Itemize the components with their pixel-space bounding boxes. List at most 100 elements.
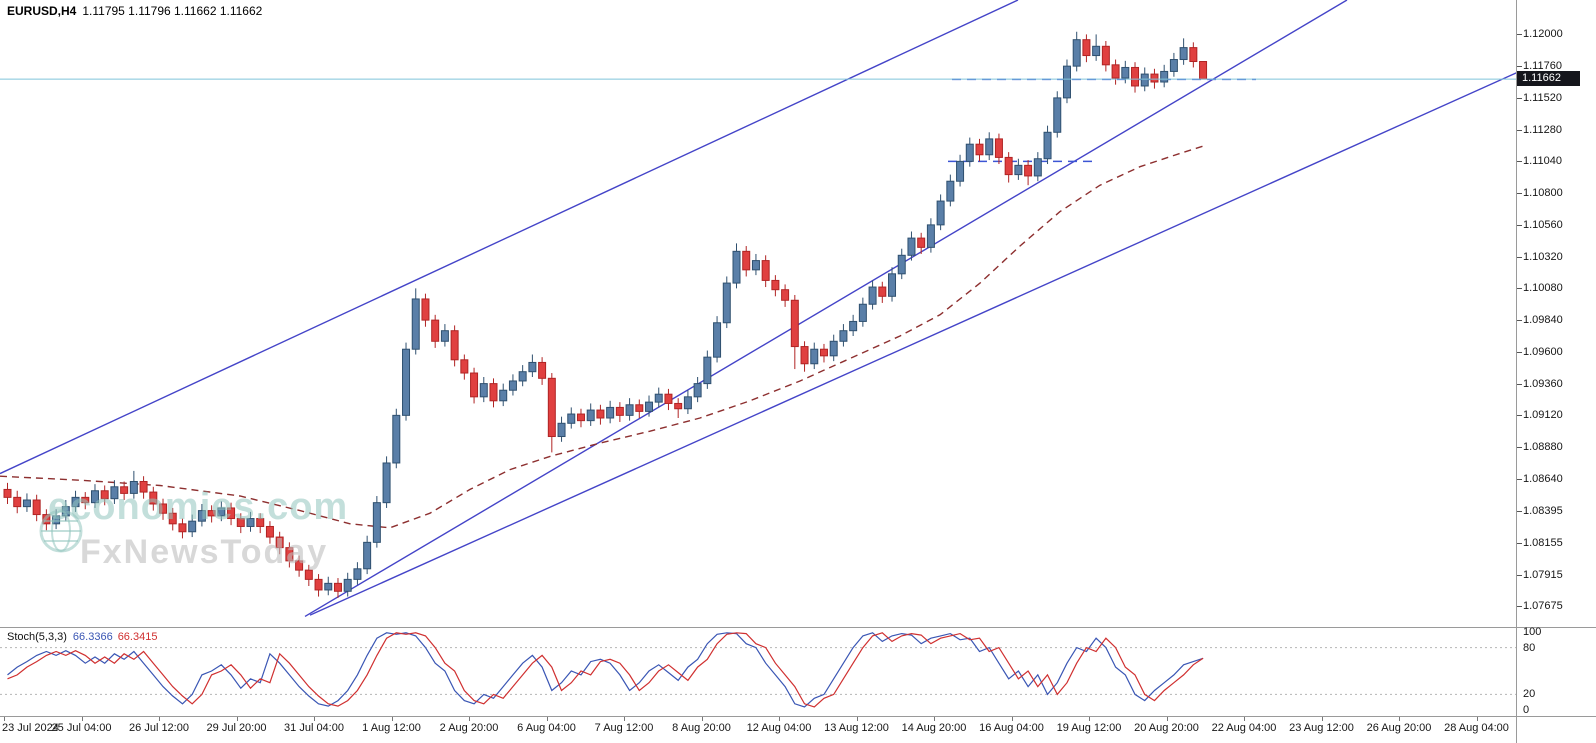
candle-body bbox=[499, 389, 508, 402]
time-axis-tick bbox=[81, 717, 83, 721]
candle-body bbox=[693, 383, 702, 398]
candle-body bbox=[314, 578, 323, 591]
time-axis-label: 7 Aug 12:00 bbox=[594, 722, 654, 734]
candle-body bbox=[888, 273, 897, 297]
time-axis-tick bbox=[159, 717, 160, 721]
candle-body bbox=[596, 409, 605, 419]
candle-body bbox=[71, 496, 80, 508]
price-axis-tick bbox=[1517, 351, 1522, 353]
candle-body bbox=[440, 330, 449, 342]
price-axis-label: 1.08155 bbox=[1523, 537, 1563, 549]
time-axis-tick bbox=[236, 717, 238, 721]
price-axis-label: 1.11280 bbox=[1523, 123, 1562, 136]
candle-body bbox=[800, 346, 809, 365]
candle-body bbox=[1072, 39, 1081, 67]
candle-body bbox=[926, 224, 935, 248]
price-axis-label: 1.11040 bbox=[1523, 155, 1562, 168]
price-axis-tick bbox=[1517, 97, 1522, 99]
indicator-panel-divider[interactable] bbox=[0, 627, 1596, 628]
stoch-name: Stoch(5,3,3) bbox=[7, 631, 67, 643]
time-axis-label: 22 Aug 04:00 bbox=[1211, 722, 1277, 734]
candle-body bbox=[528, 361, 537, 373]
candle-body bbox=[129, 480, 138, 494]
trend-line[interactable] bbox=[309, 37, 1516, 616]
price-axis-label: 1.07675 bbox=[1523, 600, 1563, 613]
candle-body bbox=[460, 359, 469, 374]
candle-body bbox=[1043, 131, 1052, 160]
candle-body bbox=[557, 422, 566, 438]
trend-line[interactable] bbox=[0, 0, 1019, 475]
candle-body bbox=[868, 286, 877, 305]
candle-body bbox=[382, 462, 391, 504]
candle-body bbox=[343, 578, 352, 592]
candle-body bbox=[304, 569, 313, 580]
time-axis-tick bbox=[1399, 717, 1400, 721]
candle-body bbox=[421, 298, 430, 321]
candle-body bbox=[353, 568, 362, 580]
ma-dashed-line[interactable] bbox=[0, 144, 1206, 529]
stoch-scale-label: 100 bbox=[1523, 626, 1542, 638]
candle-body bbox=[1004, 156, 1013, 176]
price-axis-tick bbox=[1517, 320, 1522, 322]
price-axis-tick bbox=[1517, 511, 1522, 513]
stochastic-panel-canvas[interactable] bbox=[0, 628, 1516, 716]
candle-body bbox=[207, 510, 216, 517]
candle-body bbox=[372, 502, 381, 543]
candle-body bbox=[120, 486, 129, 494]
price-axis-tick bbox=[1517, 129, 1522, 131]
price-axis-tick bbox=[1517, 161, 1522, 163]
candle-body bbox=[858, 303, 867, 322]
time-axis-label: 13 Aug 12:00 bbox=[824, 722, 889, 734]
candle-body bbox=[227, 507, 236, 520]
price-axis-tick bbox=[1517, 193, 1522, 195]
candle-body bbox=[742, 250, 751, 271]
candle-body bbox=[810, 348, 819, 365]
price-axis-label: 1.11520 bbox=[1523, 91, 1562, 104]
candle-body bbox=[149, 491, 158, 505]
candle-body bbox=[917, 237, 926, 248]
chart-title: EURUSD,H4 1.11795 1.11796 1.11662 1.11662 bbox=[7, 4, 262, 18]
time-axis-tick bbox=[934, 717, 935, 721]
price-axis-tick bbox=[1517, 288, 1522, 290]
candle-body bbox=[139, 480, 148, 493]
price-chart-canvas[interactable] bbox=[0, 0, 1516, 627]
time-axis-tick bbox=[4, 717, 5, 721]
candle-body bbox=[586, 409, 595, 422]
candle-body bbox=[713, 322, 722, 358]
stoch-signal-value: 66.3415 bbox=[117, 631, 158, 643]
price-axis-label: 1.09840 bbox=[1523, 314, 1563, 327]
time-axis-label: 14 Aug 20:00 bbox=[901, 722, 967, 734]
candle-body bbox=[674, 402, 683, 410]
candle-body bbox=[606, 406, 615, 419]
candle-body bbox=[781, 289, 790, 301]
candle-body bbox=[256, 518, 265, 527]
stoch-scale-label: 80 bbox=[1523, 641, 1536, 654]
candle-body bbox=[703, 356, 712, 385]
price-axis-label: 1.09360 bbox=[1523, 377, 1563, 390]
candle-body bbox=[975, 143, 984, 156]
chart-ohlc-values: 1.11795 1.11796 1.11662 1.11662 bbox=[82, 4, 263, 18]
candle-body bbox=[1121, 66, 1130, 79]
time-axis-tick bbox=[391, 717, 393, 721]
stoch-main-line[interactable] bbox=[7, 632, 1204, 708]
time-axis-label: 19 Aug 12:00 bbox=[1056, 722, 1122, 734]
candle-body bbox=[829, 340, 838, 357]
time-axis-tick bbox=[1244, 717, 1245, 721]
price-axis[interactable]: 1.11662 1.12000 1.11760 1.11520 1.11280 1.11… bbox=[1517, 0, 1596, 716]
trend-line[interactable] bbox=[304, 0, 1348, 618]
time-axis-label: 2 Aug 20:00 bbox=[439, 722, 499, 734]
candle-body bbox=[946, 180, 955, 202]
watermark: economies.com bbox=[38, 486, 348, 552]
time-axis-label: 23 Jul 2024 bbox=[2, 722, 59, 734]
time-axis-label: 20 Aug 20:00 bbox=[1134, 722, 1199, 734]
time-axis-tick bbox=[1011, 717, 1013, 721]
time-axis[interactable]: 23 Jul 2024 25 Jul 04:00 26 Jul 12:00 29 Ju… bbox=[0, 717, 1596, 743]
candle-body bbox=[265, 525, 274, 538]
candle-body bbox=[246, 518, 255, 527]
price-axis-tick bbox=[1517, 66, 1522, 68]
stoch-signal-line[interactable] bbox=[7, 632, 1204, 708]
candle-body bbox=[956, 160, 965, 182]
candle-body bbox=[411, 298, 420, 350]
candle-body bbox=[1101, 45, 1110, 66]
